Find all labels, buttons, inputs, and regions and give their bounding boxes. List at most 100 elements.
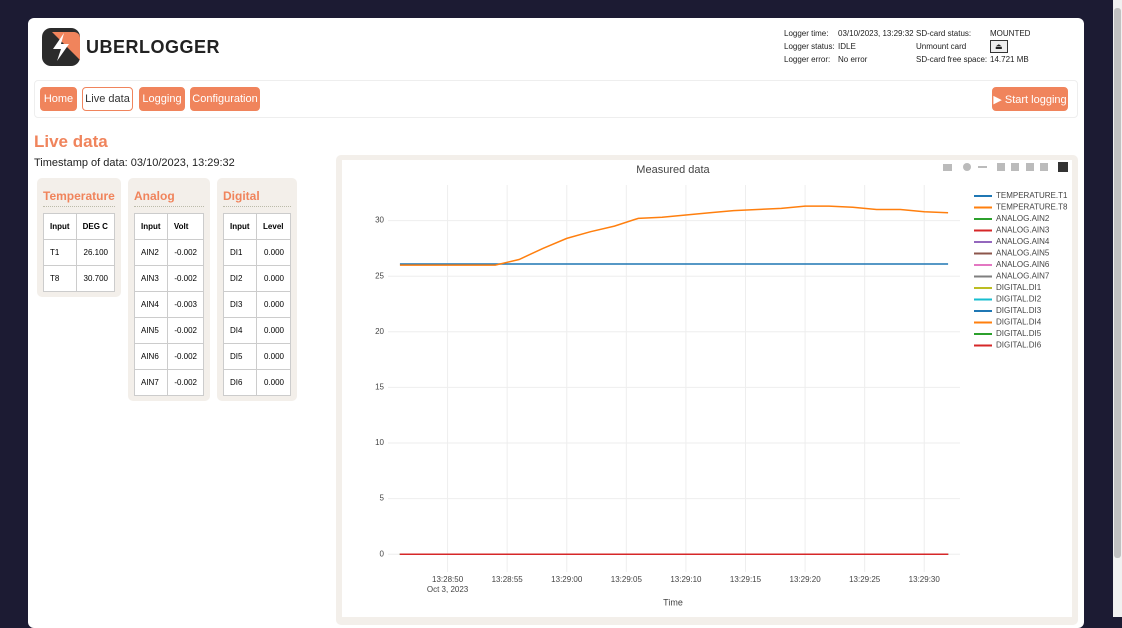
nav-button[interactable]: Live data — [82, 87, 133, 111]
x-tick-label: 13:29:30 — [909, 575, 941, 584]
legend-label: ANALOG.AIN5 — [996, 249, 1050, 258]
status-label: Unmount card — [916, 42, 967, 51]
cell: 0.000 — [256, 291, 291, 318]
status-label: Logger status: — [784, 42, 835, 51]
status-value: IDLE — [838, 42, 856, 51]
x-tick-label: 13:29:20 — [790, 575, 822, 584]
table: Input DEG C T1 26.100 T8 30.700 — [43, 213, 116, 292]
y-tick-label: 20 — [375, 327, 384, 336]
x-tick-label: 13:28:55 — [492, 575, 524, 584]
status-label: SD-card free space: — [916, 55, 988, 64]
divider — [223, 206, 291, 207]
cell: DI1 — [222, 239, 258, 266]
cell: -0.002 — [166, 369, 205, 396]
y-tick-label: 30 — [375, 216, 384, 225]
panel-title: Digital — [223, 189, 260, 203]
cell: AIN2 — [134, 239, 168, 266]
legend-label: DIGITAL.DI2 — [996, 295, 1042, 304]
cell: AIN4 — [134, 291, 168, 318]
nav-button[interactable]: Configuration — [190, 87, 260, 111]
line-series — [399, 205, 949, 266]
legend-label: TEMPERATURE.T1 — [996, 191, 1068, 200]
legend-label: ANALOG.AIN4 — [996, 237, 1050, 246]
header-cell: DEG C — [75, 213, 116, 240]
nav-bar — [34, 80, 1078, 118]
y-tick-label: 25 — [375, 271, 384, 280]
divider — [134, 206, 204, 207]
cell: AIN7 — [134, 369, 168, 396]
x-tick-label: 13:29:10 — [670, 575, 702, 584]
cell: T1 — [43, 239, 77, 266]
panel: Analog Input Volt AIN2 -0.002 AIN3 -0.002 AIN4-… — [128, 178, 210, 401]
status-value: No error — [838, 55, 868, 64]
x-tick-label: 13:29:25 — [849, 575, 881, 584]
cell: DI5 — [222, 343, 258, 370]
cell: -0.002 — [166, 239, 205, 266]
status-label: Logger time: — [784, 29, 829, 38]
table: Input Level DI1 0.000 DI2 0.000 DI3 0.000 DI4 0.0… — [222, 213, 291, 396]
legend-label: TEMPERATURE.T8 — [996, 203, 1068, 212]
cell: -0.002 — [166, 265, 205, 292]
cell: DI2 — [222, 265, 258, 292]
panel-title: Analog — [134, 189, 175, 203]
start-button[interactable]: ▶ Start logging — [992, 87, 1068, 111]
header-cell: Input — [222, 213, 258, 240]
x-axis-title: Time — [663, 597, 683, 607]
panel: Digital Input Level DI1 0.000 DI2 0.000 DI3 0.00… — [217, 178, 297, 401]
cell: AIN5 — [134, 317, 168, 344]
header-cell: Input — [43, 213, 77, 240]
chart-title: Measured data — [636, 164, 710, 176]
chart: Measured data Time 0 5 10 15 20 25 30 13:28:50 1… — [342, 160, 1072, 617]
nav-button[interactable]: Home — [40, 87, 77, 111]
cell: DI6 — [222, 369, 258, 396]
cell: T8 — [43, 265, 77, 292]
cell: 0.000 — [256, 317, 291, 344]
legend-label: ANALOG.AIN2 — [996, 214, 1050, 223]
timestamp: Timestamp of data: 03/10/2023, 13:29:32 — [34, 157, 235, 169]
panel-title: Temperature — [43, 189, 115, 203]
header-cell: Volt — [166, 213, 205, 240]
legend-label: DIGITAL.DI1 — [996, 283, 1042, 292]
legend-label: ANALOG.AIN6 — [996, 260, 1050, 269]
brand: UBERLOGGER — [86, 37, 221, 57]
header-cell: Level — [256, 213, 291, 240]
cell: 0.000 — [256, 343, 291, 370]
status-label: Logger error: — [784, 55, 831, 64]
x-tick-label: 13:29:00 — [551, 575, 583, 584]
panel: Temperature Input DEG C T1 26.100 T8 30.700 — [37, 178, 121, 297]
x-date-label: Oct 3, 2023 — [427, 585, 469, 594]
legend-label: DIGITAL.DI5 — [996, 329, 1042, 338]
y-tick-label: 0 — [380, 549, 385, 558]
legend-label: ANALOG.AIN3 — [996, 226, 1050, 235]
status-value: 14.721 MB — [990, 55, 1029, 64]
status-label: SD-card status: — [916, 29, 972, 38]
cell: 0.000 — [256, 239, 291, 266]
header-cell: Input — [134, 213, 168, 240]
legend-label: ANALOG.AIN7 — [996, 272, 1050, 281]
page-title: Live data — [34, 132, 108, 151]
modebar[interactable] — [943, 162, 1068, 172]
y-tick-label: 15 — [375, 383, 384, 392]
y-tick-label: 5 — [380, 494, 385, 503]
x-tick-label: 13:29:15 — [730, 575, 762, 584]
cell: -0.003 — [166, 291, 205, 318]
status-value[interactable]: ⏏ — [990, 40, 1008, 53]
cell: AIN6 — [134, 343, 168, 370]
status-value: MOUNTED — [990, 29, 1031, 38]
cell: 30.700 — [75, 265, 116, 292]
legend-label: DIGITAL.DI6 — [996, 341, 1042, 350]
nav-button[interactable]: Logging — [139, 87, 185, 111]
legend-label: DIGITAL.DI4 — [996, 318, 1042, 327]
logo — [42, 28, 80, 66]
scrollbar[interactable] — [1113, 0, 1122, 617]
status-value: 03/10/2023, 13:29:32 — [838, 29, 914, 38]
cell: -0.002 — [166, 343, 205, 370]
y-tick-label: 10 — [375, 438, 384, 447]
cell: -0.002 — [166, 317, 205, 344]
cell: 0.000 — [256, 265, 291, 292]
cell: AIN3 — [134, 265, 168, 292]
x-tick-label: 13:29:05 — [611, 575, 643, 584]
table: Input Volt AIN2 -0.002 AIN3 -0.002 AIN4 -0.003 A… — [134, 213, 205, 396]
cell: DI4 — [222, 317, 258, 344]
